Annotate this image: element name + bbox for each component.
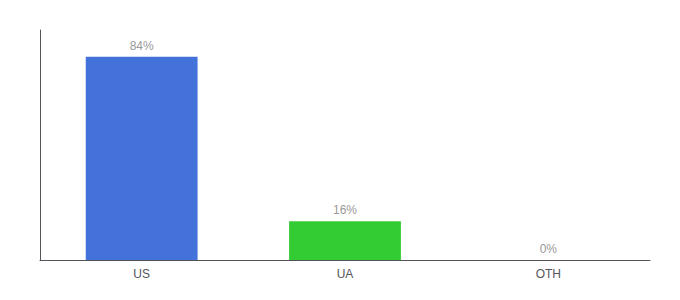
svg-text:US: US bbox=[133, 267, 150, 281]
svg-text:OTH: OTH bbox=[536, 267, 561, 281]
svg-text:0%: 0% bbox=[540, 242, 558, 256]
svg-text:84%: 84% bbox=[130, 39, 154, 53]
svg-text:UA: UA bbox=[337, 267, 354, 281]
svg-text:16%: 16% bbox=[333, 203, 357, 217]
